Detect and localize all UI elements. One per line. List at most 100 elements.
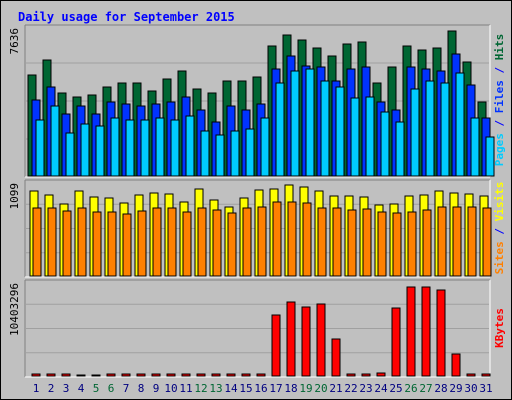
x-tick-label-day-11: 11 <box>179 382 192 395</box>
bar-pages-day-10-rect <box>170 119 180 177</box>
bar-pages-day-12-rect <box>200 130 210 177</box>
bar-kbytes-day-16-rect <box>256 373 266 377</box>
bar-pages-day-29 <box>455 72 465 177</box>
legend-panel-0: Pages / Files / Hits <box>493 34 506 167</box>
bar-pages-day-6 <box>110 117 120 177</box>
x-tick-label-day-4: 4 <box>78 382 85 395</box>
legend-entry: Hits <box>493 34 506 61</box>
bar-sites-day-1 <box>32 207 42 277</box>
legend-entry: Sites <box>493 241 506 274</box>
y-axis-max-label-panel-2: 10403296 <box>8 283 21 336</box>
bar-sites-day-1-rect <box>32 207 42 277</box>
x-tick-label-day-12: 12 <box>194 382 207 395</box>
x-tick-label-day-5: 5 <box>93 382 100 395</box>
bar-pages-day-7 <box>125 119 135 177</box>
x-tick-label-day-3: 3 <box>63 382 70 395</box>
bar-sites-day-7-rect <box>122 213 132 277</box>
bar-kbytes-day-15 <box>241 373 251 377</box>
bar-pages-day-25 <box>395 121 405 177</box>
bar-kbytes-day-29 <box>451 353 461 377</box>
bar-kbytes-day-24-rect <box>376 372 386 377</box>
legend-entry: / <box>493 221 506 241</box>
x-tick-label-day-30: 30 <box>464 382 477 395</box>
bar-pages-day-13-rect <box>215 134 225 177</box>
bar-kbytes-day-21 <box>331 338 341 377</box>
bar-pages-day-29-rect <box>455 72 465 177</box>
bar-sites-day-10-rect <box>167 207 177 277</box>
bar-sites-day-15 <box>242 207 252 277</box>
x-tick-label-day-21: 21 <box>329 382 342 395</box>
bar-pages-day-13 <box>215 134 225 177</box>
bar-pages-day-21 <box>335 86 345 177</box>
bar-kbytes-day-30 <box>466 373 476 377</box>
x-tick-label-day-19: 19 <box>299 382 312 395</box>
bar-pages-day-18 <box>290 70 300 177</box>
bar-sites-day-31 <box>482 207 492 277</box>
bar-pages-day-3 <box>65 132 75 177</box>
bar-pages-day-15-rect <box>245 128 255 177</box>
bar-kbytes-day-3-rect <box>61 373 71 377</box>
bar-pages-day-18-rect <box>290 70 300 177</box>
bar-kbytes-day-20-rect <box>316 303 326 377</box>
bar-sites-day-11-rect <box>182 211 192 277</box>
bar-kbytes-day-25-rect <box>391 307 401 377</box>
bar-kbytes-day-9-rect <box>151 373 161 377</box>
bar-sites-day-19 <box>302 202 312 277</box>
legend-entry: Files <box>493 80 506 113</box>
x-tick-label-day-13: 13 <box>209 382 222 395</box>
bar-kbytes-day-6-rect <box>106 373 116 377</box>
bar-kbytes-day-28 <box>436 289 446 377</box>
x-tick-label-day-28: 28 <box>434 382 447 395</box>
x-tick-label-day-25: 25 <box>389 382 402 395</box>
bar-kbytes-day-11-rect <box>181 373 191 377</box>
bar-pages-day-9-rect <box>155 117 165 177</box>
bar-sites-day-24-rect <box>377 211 387 277</box>
x-tick-label-day-14: 14 <box>224 382 238 395</box>
bar-kbytes-day-8-rect <box>136 373 146 377</box>
bar-pages-day-14 <box>230 130 240 177</box>
bar-pages-day-8 <box>140 119 150 177</box>
bar-sites-day-30-rect <box>467 206 477 277</box>
bar-sites-day-22-rect <box>347 209 357 277</box>
x-tick-label-day-24: 24 <box>374 382 388 395</box>
bar-pages-day-2-rect <box>50 105 60 177</box>
bar-pages-day-22 <box>350 97 360 177</box>
x-tick-label-day-17: 17 <box>269 382 282 395</box>
bar-pages-day-23 <box>365 96 375 177</box>
bar-pages-day-3-rect <box>65 132 75 177</box>
bar-kbytes-day-31 <box>481 373 491 377</box>
bar-kbytes-day-10-rect <box>166 373 176 377</box>
bar-kbytes-day-29-rect <box>451 353 461 377</box>
bar-sites-day-13 <box>212 209 222 277</box>
bar-pages-day-31-rect <box>485 136 495 177</box>
bar-sites-day-26-rect <box>407 211 417 277</box>
bar-pages-day-26 <box>410 88 420 177</box>
bar-sites-day-20-rect <box>317 207 327 277</box>
y-axis-max-label-panel-1: 1099 <box>8 183 21 210</box>
bar-pages-day-31 <box>485 136 495 177</box>
x-tick-label-day-9: 9 <box>153 382 160 395</box>
legend-entry: Pages <box>493 133 506 166</box>
bar-sites-day-25 <box>392 212 402 277</box>
bar-kbytes-day-3 <box>61 373 71 377</box>
bar-kbytes-day-16 <box>256 373 266 377</box>
bar-pages-day-28-rect <box>440 82 450 177</box>
bar-sites-day-16-rect <box>257 206 267 277</box>
bar-sites-day-24 <box>377 211 387 277</box>
bar-kbytes-day-27-rect <box>421 286 431 377</box>
bar-sites-day-23 <box>362 208 372 277</box>
bar-kbytes-day-24 <box>376 372 386 377</box>
bar-pages-day-25-rect <box>395 121 405 177</box>
bar-sites-day-6-rect <box>107 211 117 277</box>
bar-kbytes-day-7 <box>121 373 131 377</box>
bar-kbytes-day-27 <box>421 286 431 377</box>
bar-kbytes-day-26-rect <box>406 286 416 377</box>
bar-pages-day-26-rect <box>410 88 420 177</box>
bar-sites-day-27-rect <box>422 209 432 277</box>
bar-pages-day-7-rect <box>125 119 135 177</box>
x-tick-label-day-26: 26 <box>404 382 417 395</box>
bar-pages-day-19 <box>305 68 315 177</box>
bar-sites-day-17-rect <box>272 201 282 277</box>
bar-sites-day-7 <box>122 213 132 277</box>
